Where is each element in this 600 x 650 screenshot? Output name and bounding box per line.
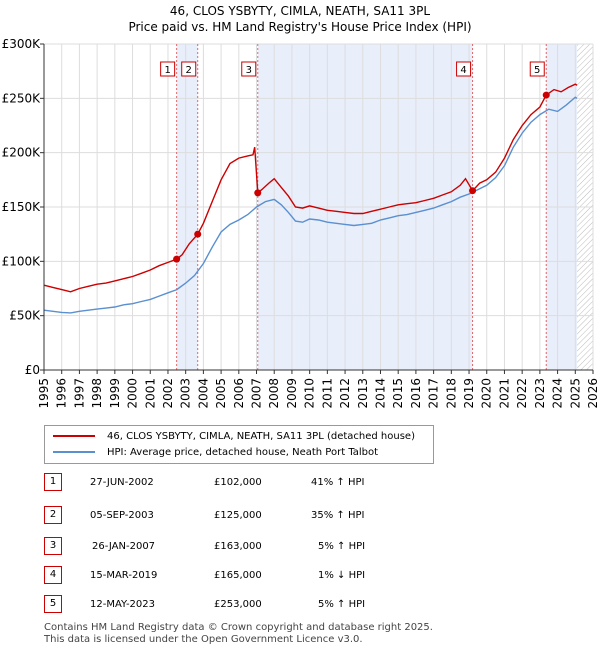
sale-number-box <box>181 61 197 77</box>
x-tick-label: 2017 <box>427 378 441 409</box>
x-tick-label: 2013 <box>356 378 370 409</box>
sale-number-text: 3 <box>246 65 252 76</box>
footer-license: This data is licensed under the Open Gov… <box>44 634 363 645</box>
sale-date: 05-SEP-2003 <box>90 510 154 521</box>
x-tick-label: 2004 <box>196 378 210 409</box>
x-tick-label: 1999 <box>108 378 122 409</box>
x-tick-label: 2015 <box>391 378 405 409</box>
hpi-line <box>43 96 578 314</box>
sale-date: 12-MAY-2023 <box>90 599 156 610</box>
sale-number-box <box>529 61 545 77</box>
sale-point <box>173 255 181 263</box>
sale-number-label: 4 <box>456 61 472 77</box>
legend-swatch-hpi <box>53 451 95 453</box>
y-tick-label: £50K <box>9 309 41 323</box>
sale-point <box>194 230 202 238</box>
sale-point <box>542 91 550 99</box>
legend-item-sales: 46, CLOS YSBYTY, CIMLA, NEATH, SA11 3PL … <box>53 429 415 443</box>
sale-number-badge: 2 <box>44 506 62 524</box>
sale-date: 27-JUN-2002 <box>90 477 154 488</box>
x-tick-label: 2010 <box>303 378 317 409</box>
sale-number-box <box>160 61 176 77</box>
sale-point <box>254 189 262 197</box>
sale-number-box <box>456 61 472 77</box>
legend: 46, CLOS YSBYTY, CIMLA, NEATH, SA11 3PL … <box>44 425 434 464</box>
sale-number-box <box>241 61 257 77</box>
sale-number-text: 1 <box>164 65 170 76</box>
legend-label-sales: 46, CLOS YSBYTY, CIMLA, NEATH, SA11 3PL … <box>107 430 415 442</box>
sale-number-label: 2 <box>181 61 197 77</box>
x-tick-label: 2012 <box>338 378 352 409</box>
sale-number-label: 3 <box>241 61 257 77</box>
sale-hpi-diff: 41% ↑ HPI <box>311 477 365 488</box>
legend-item-hpi: HPI: Average price, detached house, Neat… <box>53 445 378 459</box>
sale-price: £102,000 <box>214 477 262 488</box>
sale-hpi-diff: 1% ↓ HPI <box>318 570 366 581</box>
price-paid-line <box>43 83 578 293</box>
sale-number-badge: 5 <box>44 595 62 613</box>
table-row: 4 15-MAR-2019 £165,000 1% ↓ HPI <box>0 566 600 586</box>
x-tick-label: 2009 <box>285 378 299 409</box>
x-tick-label: 1997 <box>72 378 86 409</box>
x-tick-label: 1996 <box>55 378 69 409</box>
y-tick-label: £100K <box>2 254 42 268</box>
y-tick-label: £150K <box>2 200 42 214</box>
y-tick-label: £200K <box>2 146 42 160</box>
x-tick-label: 2008 <box>267 378 281 409</box>
price-chart: 1 2 3 4 5 £0 £50K £100K £150K £200K £250K £300K 199… <box>2 37 600 409</box>
x-tick-label: 2001 <box>143 378 157 409</box>
sale-point <box>469 187 477 195</box>
x-tick-label: 2023 <box>533 378 547 409</box>
x-tick-label: 2016 <box>409 378 423 409</box>
sale-hpi-diff: 5% ↑ HPI <box>318 541 366 552</box>
table-row: 1 27-JUN-2002 £102,000 41% ↑ HPI <box>0 473 600 493</box>
x-tick-label: 2014 <box>373 378 387 409</box>
sale-number-label: 5 <box>529 61 545 77</box>
x-tick-label: 2006 <box>232 378 246 409</box>
chart-title: 46, CLOS YSBYTY, CIMLA, NEATH, SA11 3PL <box>169 4 431 18</box>
chart-subtitle: Price paid vs. HM Land Registry's House … <box>128 20 472 34</box>
sale-number-text: 2 <box>186 65 192 76</box>
footer-attribution: Contains HM Land Registry data © Crown c… <box>44 622 433 646</box>
sale-price: £163,000 <box>214 541 262 552</box>
x-tick-label: 1995 <box>37 378 51 409</box>
x-tick-label: 2002 <box>161 378 175 409</box>
x-tick-label: 2024 <box>551 378 565 409</box>
sale-number-label: 1 <box>160 61 176 77</box>
sale-number-badge: 1 <box>44 473 62 491</box>
y-tick-label: £250K <box>2 91 42 105</box>
legend-swatch-sales <box>53 435 95 437</box>
x-tick-label: 2022 <box>515 378 529 409</box>
sale-date: 26-JAN-2007 <box>92 541 156 552</box>
x-tick-label: 2021 <box>497 378 511 409</box>
y-tick-label: £300K <box>2 37 42 51</box>
table-row: 2 05-SEP-2003 £125,000 35% ↑ HPI <box>0 506 600 526</box>
sale-price: £253,000 <box>214 599 262 610</box>
x-tick-label: 2000 <box>126 378 140 409</box>
table-row: 5 12-MAY-2023 £253,000 5% ↑ HPI <box>0 595 600 615</box>
sale-hpi-diff: 35% ↑ HPI <box>311 510 365 521</box>
legend-label-hpi: HPI: Average price, detached house, Neat… <box>107 446 379 458</box>
x-tick-label: 2018 <box>444 378 458 409</box>
x-tick-label: 2005 <box>214 378 228 409</box>
x-tick-label: 2020 <box>480 378 494 409</box>
x-tick-label: 2003 <box>179 378 193 409</box>
x-tick-label: 1998 <box>90 378 104 409</box>
sale-number-badge: 3 <box>44 537 62 555</box>
x-tick-label: 2019 <box>462 378 476 409</box>
sale-price: £125,000 <box>214 510 262 521</box>
sale-number-text: 4 <box>460 65 466 76</box>
x-tick-label: 2026 <box>586 378 600 409</box>
sale-date: 15-MAR-2019 <box>90 570 158 581</box>
x-tick-label: 2011 <box>320 378 334 409</box>
footer-copyright: Contains HM Land Registry data © Crown c… <box>44 622 433 633</box>
sale-price: £165,000 <box>214 570 262 581</box>
x-tick-label: 2025 <box>568 378 582 409</box>
sale-number-badge: 4 <box>44 566 62 584</box>
sale-hpi-diff: 5% ↑ HPI <box>318 599 366 610</box>
x-tick-label: 2007 <box>250 378 264 409</box>
y-tick-label: £0 <box>25 363 40 377</box>
table-row: 3 26-JAN-2007 £163,000 5% ↑ HPI <box>0 537 600 557</box>
sale-number-text: 5 <box>534 65 540 76</box>
